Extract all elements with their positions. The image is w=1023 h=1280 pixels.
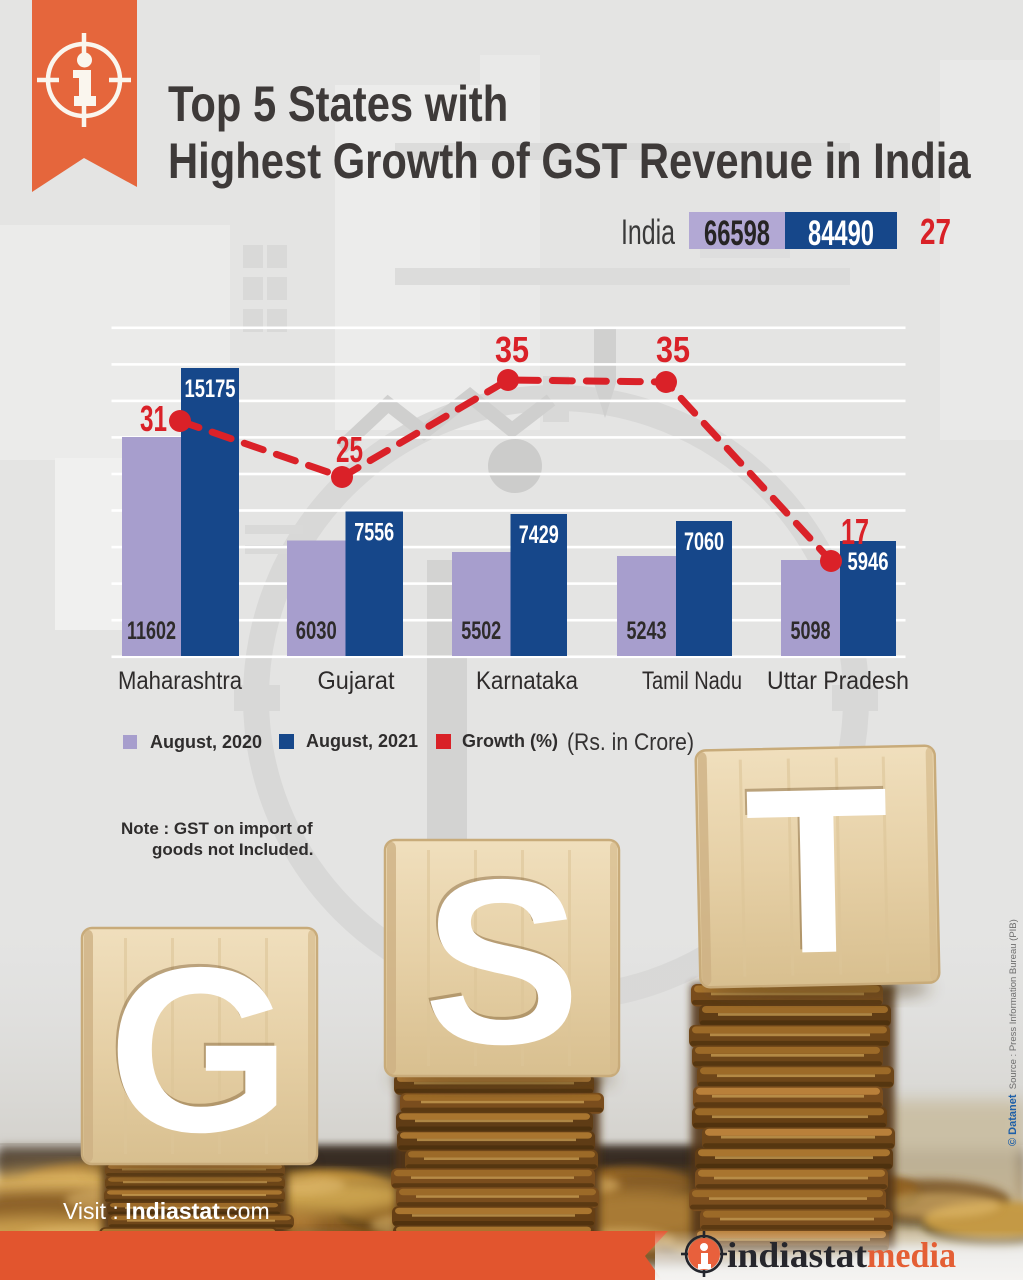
- svg-text:66598: 66598: [704, 214, 770, 253]
- svg-text:Tamil Nadu: Tamil Nadu: [642, 667, 742, 695]
- svg-text:indiastat: indiastat: [727, 1235, 867, 1275]
- svg-text:Gujarat: Gujarat: [318, 667, 395, 695]
- svg-text:17: 17: [841, 511, 869, 552]
- svg-text:(Rs. in Crore): (Rs. in Crore): [567, 729, 694, 756]
- svg-text:15175: 15175: [185, 375, 236, 403]
- svg-text:S: S: [424, 830, 581, 1093]
- svg-text:6030: 6030: [296, 617, 337, 645]
- svg-text:India: India: [621, 213, 675, 252]
- svg-text:T: T: [741, 735, 890, 1001]
- svg-text:35: 35: [495, 329, 529, 370]
- svg-text:T: T: [743, 738, 892, 1004]
- svg-text:35: 35: [656, 329, 690, 370]
- svg-text:5946: 5946: [848, 548, 889, 576]
- svg-text:5098: 5098: [791, 617, 831, 645]
- svg-text:27: 27: [920, 211, 951, 252]
- svg-text:31: 31: [140, 398, 167, 439]
- svg-text:Uttar Pradesh: Uttar Pradesh: [767, 667, 909, 695]
- svg-text:7556: 7556: [354, 519, 394, 547]
- svg-text:Maharashtra: Maharashtra: [118, 667, 242, 695]
- svg-text:G: G: [106, 915, 289, 1178]
- svg-text:7060: 7060: [684, 528, 724, 556]
- svg-text:Karnataka: Karnataka: [476, 667, 578, 695]
- svg-text:5243: 5243: [627, 617, 667, 645]
- svg-text:84490: 84490: [808, 214, 874, 253]
- svg-text:5502: 5502: [461, 617, 501, 645]
- svg-text:11602: 11602: [127, 617, 176, 645]
- svg-text:25: 25: [336, 429, 363, 470]
- svg-text:S: S: [422, 827, 579, 1090]
- svg-text:7429: 7429: [519, 521, 559, 549]
- svg-text:media: media: [867, 1235, 956, 1275]
- svg-text:G: G: [108, 918, 291, 1181]
